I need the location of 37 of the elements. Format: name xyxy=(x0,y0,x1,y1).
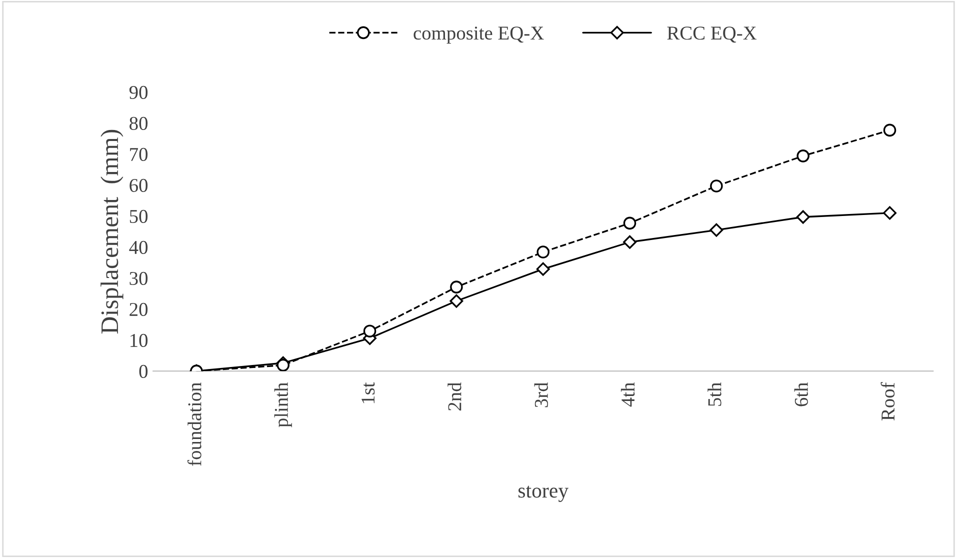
y-tick-label: 70 xyxy=(130,148,148,162)
point xyxy=(796,150,810,162)
y-tick-label: 30 xyxy=(130,272,148,286)
point xyxy=(710,180,723,192)
point xyxy=(796,210,810,224)
y-tick-label: 0 xyxy=(139,364,148,378)
point xyxy=(883,206,896,220)
x-axis-title: storey xyxy=(518,486,568,502)
x-tick-label: 6th xyxy=(794,382,808,406)
legend-label: composite EQ-X xyxy=(414,26,544,44)
x-tick-label: 2nd xyxy=(448,382,462,410)
point xyxy=(536,246,550,258)
x-tick-label: 1st xyxy=(362,382,375,404)
point xyxy=(883,124,896,137)
y-tick-label: 40 xyxy=(129,240,148,254)
y-tick-label: 60 xyxy=(130,178,148,192)
y-tick-label: 20 xyxy=(130,302,148,316)
y-tick-label: 50 xyxy=(130,210,148,224)
point xyxy=(623,216,636,230)
point xyxy=(710,223,724,237)
point xyxy=(276,358,290,372)
y-tick-label: 80 xyxy=(130,116,148,130)
y-tick-label: 90 xyxy=(129,86,148,100)
y-tick-label: 10 xyxy=(130,334,148,348)
point xyxy=(536,262,550,276)
point xyxy=(363,324,376,338)
x-tick-label: 4th xyxy=(620,382,635,407)
x-tick-label: 3rd xyxy=(534,382,548,408)
x-tick-label: Roof xyxy=(880,382,895,421)
point xyxy=(450,294,464,308)
x-tick-label: plinth xyxy=(274,382,292,428)
x-tick-label: 5th xyxy=(708,382,722,406)
x-tick-label: foundation xyxy=(187,382,202,466)
point xyxy=(623,235,636,249)
point xyxy=(450,280,463,294)
y-axis-title: Displacement (mm) xyxy=(100,130,124,334)
legend-label: RCC EQ-X xyxy=(667,26,757,43)
